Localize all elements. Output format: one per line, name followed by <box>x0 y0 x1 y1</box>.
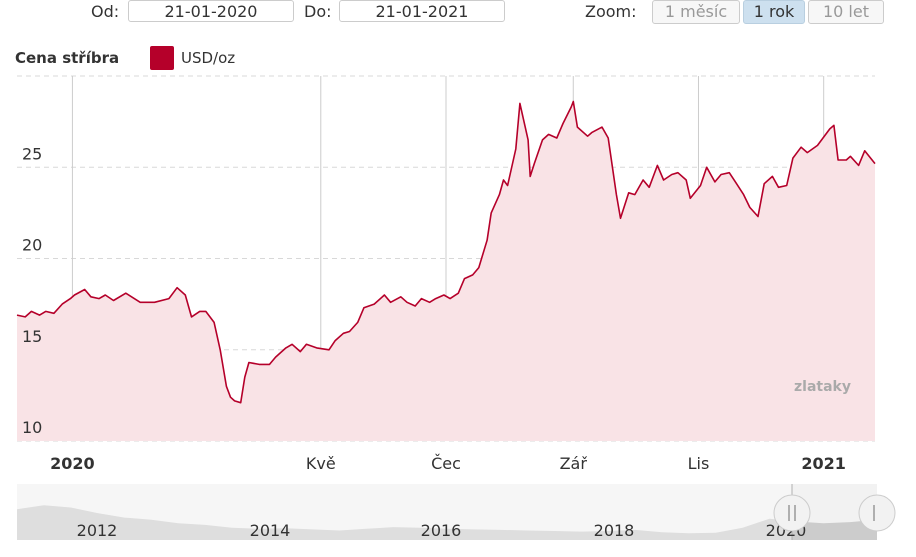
zoom-label: Zoom: <box>585 2 637 21</box>
to-date-input[interactable]: 21-01-2021 <box>339 0 505 22</box>
x-tick-label: Čec <box>431 454 461 473</box>
x-axis-tick-labels: 2020 Kvě Čec Zář Lis 2021 <box>50 454 846 473</box>
zoom-1-year-button[interactable]: 1 rok <box>743 0 805 24</box>
watermark: zlataky <box>794 379 851 395</box>
navigator-left-handle[interactable] <box>773 494 811 532</box>
to-label: Do: <box>304 2 332 21</box>
navigator-history-area <box>17 505 877 540</box>
navigator-year-label: 2018 <box>594 521 635 540</box>
navigator-year-label: 2016 <box>421 521 462 540</box>
from-label: Od: <box>91 2 120 21</box>
x-tick-label: Lis <box>688 454 710 473</box>
y-tick-label: 10 <box>22 418 42 437</box>
x-tick-label: Zář <box>560 454 588 473</box>
price-area-fill <box>17 101 875 441</box>
y-tick-label: 25 <box>22 144 42 163</box>
x-tick-label: 2020 <box>50 454 95 473</box>
navigator-right-handle[interactable] <box>858 494 896 532</box>
navigator-year-labels: 20122014201620182020 <box>77 521 807 540</box>
navigator-year-label: 2012 <box>77 521 118 540</box>
legend-color-swatch[interactable] <box>150 46 174 70</box>
zoom-10-years-button[interactable]: 10 let <box>808 0 884 24</box>
legend-series-label[interactable]: USD/oz <box>181 49 236 67</box>
navigator[interactable]: 20122014201620182020 <box>17 484 896 540</box>
from-date-input[interactable]: 21-01-2020 <box>128 0 294 22</box>
navigator-mask <box>17 484 792 540</box>
zoom-1-month-button[interactable]: 1 měsíc <box>652 0 740 24</box>
x-tick-label: Kvě <box>306 454 336 473</box>
navigator-year-label: 2014 <box>250 521 291 540</box>
x-tick-label: 2021 <box>801 454 846 473</box>
y-tick-label: 15 <box>22 327 42 346</box>
y-axis-tick-labels: 10 15 20 25 <box>22 144 42 437</box>
legend-title: Cena stříbra <box>15 49 120 67</box>
y-tick-label: 20 <box>22 236 42 255</box>
price-series-line <box>16 100 876 404</box>
